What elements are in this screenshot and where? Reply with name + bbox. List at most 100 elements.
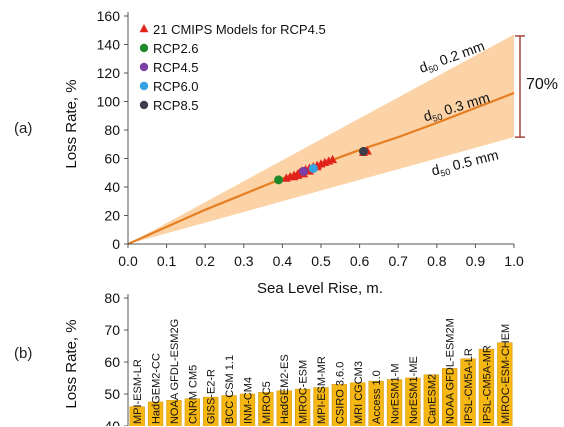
bar-label: CNRM CM5 (187, 365, 199, 424)
bar (147, 401, 164, 426)
point-21-cmips-models-for-rcp4-5 (328, 154, 338, 164)
bar-label: MIROC-ESM-CHEM (500, 324, 512, 424)
panel-b-axes: 40 50 60 70 80 (104, 290, 129, 427)
range-bracket (515, 35, 525, 138)
bar-label: MPI-ESM-MR (316, 356, 328, 424)
x-tick-label: 0.2 (195, 253, 215, 269)
legend-marker (139, 81, 149, 91)
y-tick-label: 140 (97, 37, 121, 53)
x-tick-label: 0.5 (311, 253, 331, 269)
bar (405, 377, 421, 426)
y-tick-label: 50 (104, 386, 120, 402)
legend-marker (139, 24, 149, 33)
panel-a-x-label: Sea Level Rise, m. (257, 280, 383, 297)
bar (313, 387, 329, 426)
legend-marker (139, 43, 149, 53)
bar (276, 390, 292, 426)
bar (478, 348, 495, 426)
point-rcp8-5 (358, 146, 368, 156)
bar-label: CanESM2 (426, 374, 438, 424)
x-tick-label: 0.8 (427, 253, 447, 269)
y-tick-label: 60 (104, 151, 120, 167)
point-rcp6-0 (308, 163, 318, 173)
bar-label: BCC CSM 1.1 (224, 355, 236, 424)
model-points (274, 146, 372, 185)
bar (129, 406, 145, 426)
point-rcp2-6 (274, 175, 284, 185)
x-tick-label: 0.3 (234, 253, 254, 269)
bar-label: NorESM1-ME (408, 356, 420, 424)
y-tick-label: 20 (104, 208, 120, 224)
bar (184, 398, 200, 426)
panel-a: (a) 0 20 40 60 80 100 120 140 160 0.0 0.1 0.2 0.3 0.4… (14, 8, 558, 297)
bar-label: Access 1.0 (371, 370, 383, 424)
bar (423, 374, 439, 426)
bar (221, 395, 237, 426)
legend-marker (139, 62, 149, 72)
panel-b-label: (b) (14, 345, 32, 362)
bar-label: HadGEM2-ES (279, 354, 291, 424)
y-tick-label: 80 (104, 122, 120, 138)
uncertainty-band (128, 34, 514, 245)
bar-label: MIROC-ESM (298, 360, 310, 424)
y-tick-label: 40 (104, 179, 120, 195)
legend-label: RCP2.6 (153, 41, 199, 56)
panel-a-y-label: Loss Rate, % (63, 79, 80, 168)
y-tick-label: 70 (104, 322, 120, 338)
x-tick-label: 0.9 (466, 253, 486, 269)
panel-a-axes: 0 20 40 60 80 100 120 140 160 0.0 0.1 0.2 0.3 0.4 0.5 0… (97, 8, 524, 269)
bar (386, 379, 403, 426)
x-tick-label: 1.0 (504, 253, 524, 269)
bar-label: INM-CM4 (242, 377, 254, 424)
x-tick-label: 0.6 (350, 253, 370, 269)
bar (203, 396, 219, 426)
y-tick-label: 60 (104, 354, 120, 370)
y-tick-label: 80 (104, 290, 120, 306)
y-tick-label: 160 (97, 8, 121, 24)
bar (331, 384, 348, 426)
point-rcp4-5 (299, 166, 309, 176)
legend-label: 21 CMIPS Models for RCP4.5 (153, 22, 326, 37)
bar-label: MRI CGCM3 (353, 361, 365, 424)
bar-label: NOAA GFDL-ESM2G (169, 319, 181, 424)
bar-label: MIROC5 (261, 381, 273, 424)
bar-label: GISS-E2-R (206, 369, 218, 424)
x-tick-label: 0.1 (157, 253, 177, 269)
y-tick-label: 0 (112, 236, 120, 252)
bar-label: IPSL-CM5A-MR (481, 345, 493, 424)
legend: 21 CMIPS Models for RCP4.5 RCP2.6 RCP4.5 RC… (139, 22, 326, 113)
band-area (128, 34, 514, 245)
panel-b-y-label: Loss Rate, % (63, 319, 80, 408)
legend-label: RCP6.0 (153, 79, 199, 94)
bar (368, 380, 384, 426)
bar (460, 358, 476, 426)
bar (497, 342, 513, 426)
x-tick-label: 0.4 (273, 253, 293, 269)
point-21-cmips-models-for-rcp4-5 (293, 170, 303, 179)
panel-a-label: (a) (14, 120, 32, 137)
legend-label: RCP4.5 (153, 60, 199, 75)
bar (442, 368, 458, 426)
bar (294, 388, 311, 426)
bar (258, 392, 274, 426)
legend-label: RCP8.5 (153, 98, 199, 113)
bar-label: CSIRO 3.6.0 (334, 362, 346, 424)
bar-label: NOAA GFDL-ESM2M (445, 318, 457, 424)
y-tick-label: 40 (104, 418, 120, 427)
y-tick-label: 100 (97, 94, 121, 110)
panel-b: (b) Loss Rate, % 40 50 60 70 80 MPI-ESM-LR Ha… (14, 290, 513, 427)
bar (350, 382, 366, 426)
y-tick-label: 120 (97, 65, 121, 81)
x-tick-label: 0.7 (388, 253, 408, 269)
bar-label: IPSL-CM5A-LR (463, 348, 475, 424)
legend-marker (139, 100, 149, 110)
x-tick-label: 0.0 (118, 253, 138, 269)
bar-label: HadGEM2-CC (151, 353, 163, 424)
bar (166, 400, 182, 426)
bar (239, 393, 256, 426)
bar-label: NorESM1-M (390, 363, 402, 424)
bars: MPI-ESM-LR HadGEM2-CC NOAA GFDL-ESM2G CNRM … (129, 318, 513, 426)
bar-label: MPI-ESM-LR (132, 359, 144, 424)
range-annotation: 70% (526, 76, 558, 93)
